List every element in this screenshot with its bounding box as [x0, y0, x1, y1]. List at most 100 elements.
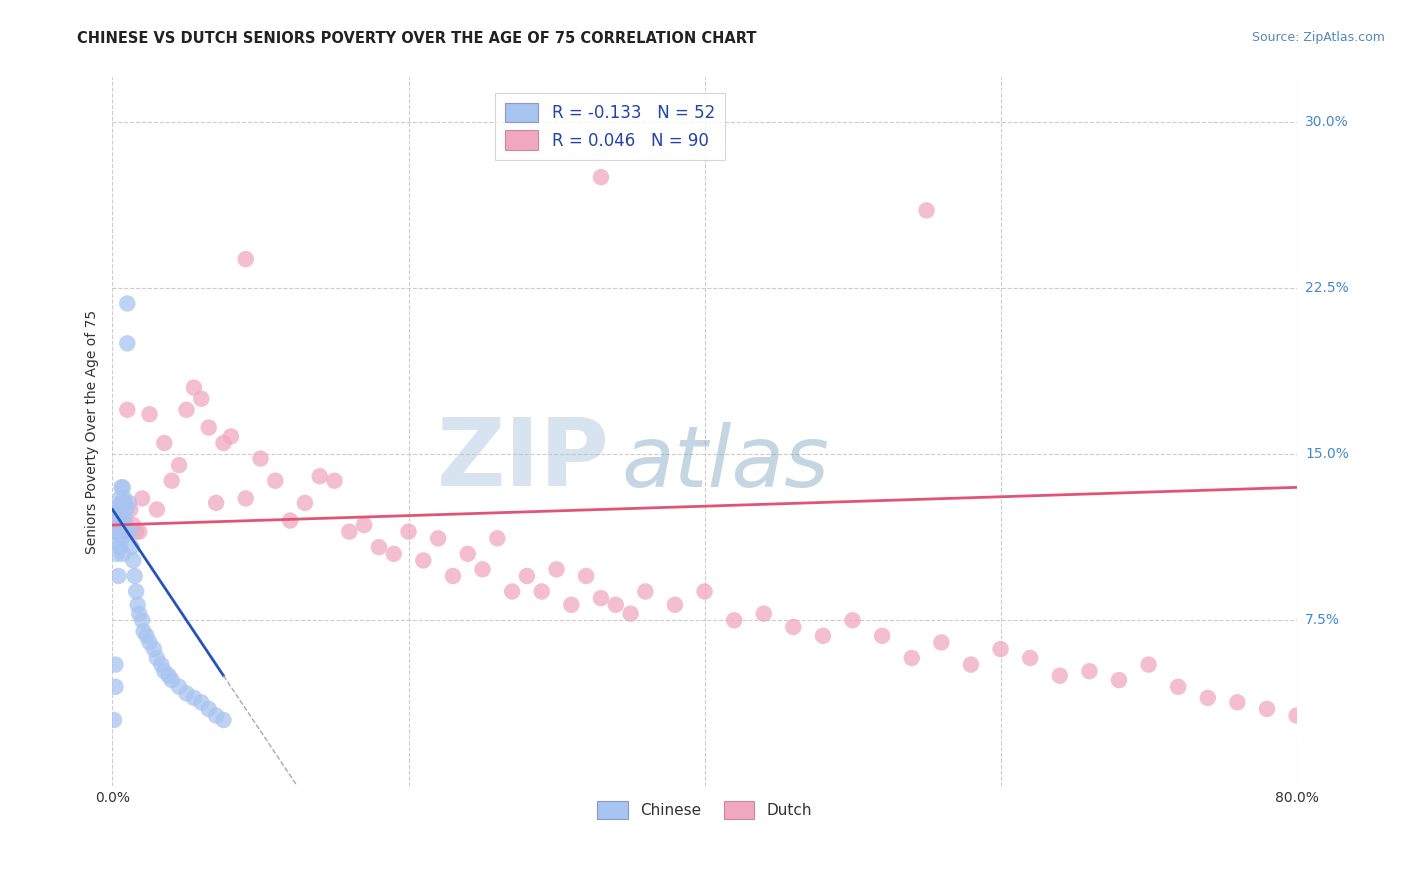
Point: [176, 686, 198, 700]
Point: [235, 491, 257, 506]
Point: [589, 170, 612, 185]
Point: [212, 436, 235, 450]
Point: [160, 474, 183, 488]
Point: [1256, 702, 1278, 716]
Point: [112, 496, 135, 510]
Text: 30.0%: 30.0%: [1305, 115, 1348, 128]
Point: [634, 584, 657, 599]
Point: [1049, 668, 1071, 682]
Point: [278, 514, 301, 528]
Point: [167, 458, 190, 473]
Point: [111, 480, 134, 494]
Point: [112, 524, 135, 539]
Point: [323, 474, 346, 488]
Point: [870, 629, 893, 643]
Point: [142, 642, 165, 657]
Point: [104, 524, 127, 539]
Point: [117, 296, 139, 310]
Point: [619, 607, 641, 621]
Point: [146, 502, 169, 516]
Point: [183, 381, 205, 395]
Point: [120, 524, 142, 539]
Point: [153, 665, 176, 679]
Point: [190, 695, 212, 709]
Text: 7.5%: 7.5%: [1305, 614, 1340, 627]
Text: 22.5%: 22.5%: [1305, 281, 1348, 295]
Point: [157, 668, 180, 682]
Point: [1226, 695, 1249, 709]
Point: [127, 598, 149, 612]
Point: [212, 713, 235, 727]
Point: [138, 407, 160, 421]
Point: [153, 436, 176, 450]
Point: [412, 553, 434, 567]
Point: [398, 524, 420, 539]
Point: [589, 591, 612, 606]
Point: [723, 613, 745, 627]
Point: [150, 657, 173, 672]
Point: [471, 562, 494, 576]
Point: [110, 531, 132, 545]
Point: [108, 509, 131, 524]
Point: [368, 540, 391, 554]
Point: [122, 553, 145, 567]
Point: [112, 509, 135, 524]
Point: [441, 569, 464, 583]
Text: 15.0%: 15.0%: [1305, 447, 1348, 461]
Point: [197, 702, 219, 716]
Point: [176, 402, 198, 417]
Point: [132, 624, 155, 639]
Point: [501, 584, 523, 599]
Point: [160, 673, 183, 687]
Point: [1197, 690, 1219, 705]
Point: [105, 502, 128, 516]
Point: [117, 336, 139, 351]
Point: [353, 518, 375, 533]
Point: [110, 496, 132, 510]
Point: [782, 620, 804, 634]
Point: [104, 657, 127, 672]
Point: [114, 518, 136, 533]
Point: [605, 598, 627, 612]
Point: [752, 607, 775, 621]
Point: [1167, 680, 1189, 694]
Point: [108, 540, 131, 554]
Point: [219, 429, 242, 443]
Point: [264, 474, 287, 488]
Point: [124, 569, 146, 583]
Point: [183, 690, 205, 705]
Point: [457, 547, 479, 561]
Point: [205, 708, 228, 723]
Point: [146, 651, 169, 665]
Point: [235, 252, 257, 267]
Point: [108, 491, 131, 506]
Text: Source: ZipAtlas.com: Source: ZipAtlas.com: [1251, 31, 1385, 45]
Point: [530, 584, 553, 599]
Point: [111, 547, 134, 561]
Point: [117, 402, 139, 417]
Point: [811, 629, 834, 643]
Point: [1108, 673, 1130, 687]
Y-axis label: Seniors Poverty Over the Age of 75: Seniors Poverty Over the Age of 75: [86, 310, 100, 554]
Point: [664, 598, 686, 612]
Point: [1137, 657, 1160, 672]
Point: [131, 613, 153, 627]
Point: [114, 524, 136, 539]
Point: [294, 496, 316, 510]
Point: [138, 635, 160, 649]
Point: [516, 569, 538, 583]
Point: [915, 203, 938, 218]
Point: [110, 518, 132, 533]
Point: [337, 524, 360, 539]
Point: [121, 540, 143, 554]
Point: [108, 524, 131, 539]
Point: [105, 547, 128, 561]
Point: [382, 547, 405, 561]
Point: [110, 509, 132, 524]
Point: [427, 531, 450, 545]
Point: [111, 496, 134, 510]
Point: [103, 713, 125, 727]
Legend: Chinese, Dutch: Chinese, Dutch: [591, 795, 818, 825]
Point: [205, 496, 228, 510]
Point: [107, 518, 129, 533]
